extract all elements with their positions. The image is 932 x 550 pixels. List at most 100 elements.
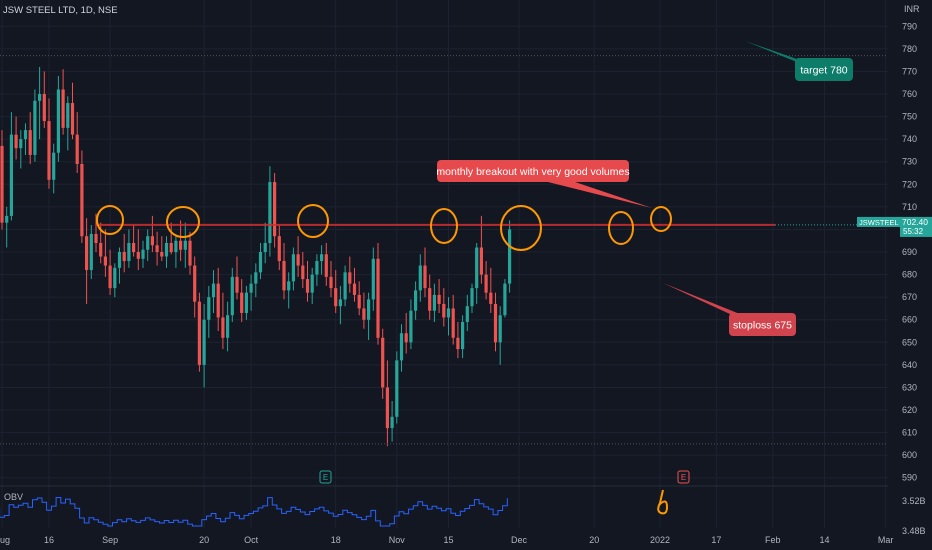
candle-body: [508, 229, 512, 284]
y-tick-label: 720: [902, 179, 917, 189]
candle: [414, 281, 418, 320]
candle-body: [442, 303, 446, 318]
candle-body: [404, 333, 408, 343]
candle: [456, 321, 460, 359]
candle-body: [385, 387, 389, 429]
candle: [226, 301, 230, 352]
candles: [0, 66, 512, 447]
candle-body: [141, 249, 145, 259]
candle-body: [216, 283, 220, 318]
candle: [442, 288, 446, 327]
candle: [432, 283, 436, 322]
candle-body: [484, 274, 488, 293]
event-marker-box: [677, 470, 690, 484]
symbol-tag-text: JSWSTEEL: [859, 218, 899, 227]
candle: [122, 233, 126, 273]
circle-annotation: [430, 208, 458, 244]
candle-body: [80, 163, 84, 237]
circle-annotation: [500, 205, 542, 251]
candle-body: [66, 103, 70, 128]
candle: [282, 242, 286, 300]
candle-body: [85, 236, 89, 271]
x-tick-label: Aug: [0, 535, 10, 545]
obv-pane: OBV 3.52B 3.48B: [0, 485, 926, 536]
candle: [61, 69, 65, 135]
candle-body: [352, 283, 357, 295]
candle: [9, 112, 13, 221]
candle: [479, 215, 483, 284]
candle: [193, 256, 197, 318]
candle: [42, 71, 46, 128]
candle-body: [9, 134, 13, 216]
x-tick-label: 17: [711, 535, 721, 545]
candle: [475, 242, 479, 304]
candle: [113, 263, 117, 298]
candle: [249, 274, 253, 311]
candle: [409, 299, 413, 350]
candle: [320, 245, 324, 275]
candle: [489, 267, 493, 313]
candle-body: [437, 294, 441, 304]
candle: [5, 206, 9, 248]
price-tag-box: [900, 216, 932, 237]
x-tick-label: Dec: [511, 535, 528, 545]
candle: [141, 240, 145, 268]
candle: [508, 220, 512, 293]
candle-body: [465, 306, 469, 322]
candle-body: [268, 182, 272, 243]
candle: [367, 292, 371, 341]
candle: [437, 279, 441, 313]
candle: [310, 267, 314, 304]
candle-body: [150, 236, 154, 246]
currency-label: INR: [904, 4, 920, 14]
candle: [127, 229, 131, 268]
candle: [28, 112, 32, 164]
candle-body: [108, 265, 112, 289]
obv-tick-label: 3.48B: [902, 526, 926, 536]
y-tick-label: 620: [902, 405, 917, 415]
candle-body: [226, 315, 230, 338]
x-tick-label: 18: [331, 535, 341, 545]
target-callout-box: [795, 58, 853, 81]
x-tick-label: 14: [819, 535, 829, 545]
circle-annotation: [297, 204, 329, 238]
candle-body: [23, 130, 28, 140]
candle-body: [343, 272, 347, 300]
candle-body: [418, 265, 422, 291]
candle-body: [479, 247, 483, 275]
candle: [85, 218, 89, 304]
candle: [240, 279, 244, 322]
candle: [146, 229, 150, 262]
candle-body: [301, 265, 305, 280]
candle: [291, 247, 295, 291]
candle: [0, 130, 4, 230]
candle-body: [338, 299, 342, 307]
time-axis: Aug 16 Sep 20 Oct 18 Nov 15 Dec 20 2022 17 Feb 14 Mar: [0, 535, 893, 545]
candle-body: [38, 94, 42, 101]
candle: [470, 283, 474, 313]
breakout-callout-box: [437, 160, 629, 182]
candle-body: [432, 294, 436, 311]
candle: [80, 150, 84, 243]
x-tick-label: Oct: [244, 535, 259, 545]
candle: [160, 236, 164, 262]
candle: [75, 112, 79, 174]
candle: [371, 247, 375, 311]
candle-body: [414, 290, 418, 311]
candle: [23, 123, 28, 155]
candle: [498, 306, 502, 365]
candle: [132, 224, 136, 257]
candle: [503, 279, 507, 318]
candle: [381, 328, 385, 399]
candle: [150, 215, 154, 253]
candle-body: [348, 272, 352, 284]
candle: [70, 82, 75, 140]
candle-body: [470, 288, 474, 307]
y-tick-label: 760: [902, 89, 917, 99]
candle-body: [132, 242, 136, 253]
candle: [103, 229, 107, 277]
candle-body: [320, 254, 324, 262]
candle-body: [89, 233, 93, 271]
candle-body: [47, 121, 51, 180]
